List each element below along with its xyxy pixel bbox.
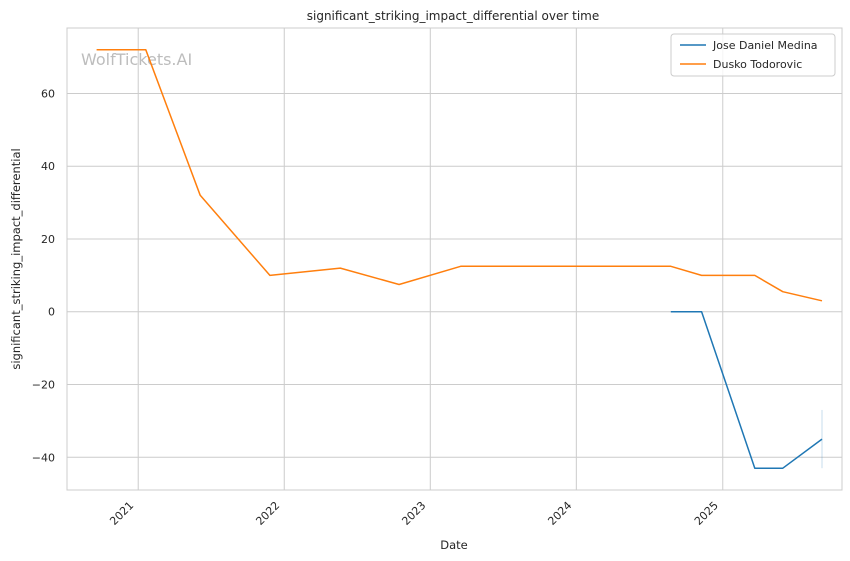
y-tick-label: 20 <box>41 233 55 246</box>
legend: Jose Daniel Medina Dusko Todorovic <box>670 33 836 77</box>
y-tick-label: −40 <box>32 451 55 464</box>
y-tick-labels: −40 −20 0 20 40 60 <box>32 87 55 464</box>
grid-lines <box>67 28 842 490</box>
x-tick-label: 2024 <box>545 499 574 528</box>
chart-title: significant_striking_impact_differential… <box>307 9 599 23</box>
x-tick-label: 2022 <box>253 499 282 528</box>
y-tick-label: 0 <box>48 306 55 319</box>
legend-box <box>670 33 836 77</box>
watermark: WolfTickets.AI <box>81 50 192 69</box>
x-tick-label: 2023 <box>399 499 428 528</box>
x-tick-labels: 2021 2022 2023 2024 2025 <box>107 499 721 528</box>
series-layer <box>96 49 823 469</box>
y-tick-label: 40 <box>41 160 55 173</box>
legend-label-jose-daniel-medina: Jose Daniel Medina <box>712 39 818 52</box>
y-tick-label: −20 <box>32 379 55 392</box>
x-tick-label: 2025 <box>692 499 721 528</box>
plot-area <box>66 27 843 491</box>
y-tick-label: 60 <box>41 87 55 100</box>
y-axis-label: significant_striking_impact_differential <box>9 148 23 369</box>
legend-label-dusko-todorovic: Dusko Todorovic <box>713 58 802 71</box>
series-line-jose-daniel-medina <box>670 310 823 469</box>
x-axis-label: Date <box>440 538 468 552</box>
series-line-dusko-todorovic <box>96 49 823 302</box>
x-tick-label: 2021 <box>107 499 136 528</box>
